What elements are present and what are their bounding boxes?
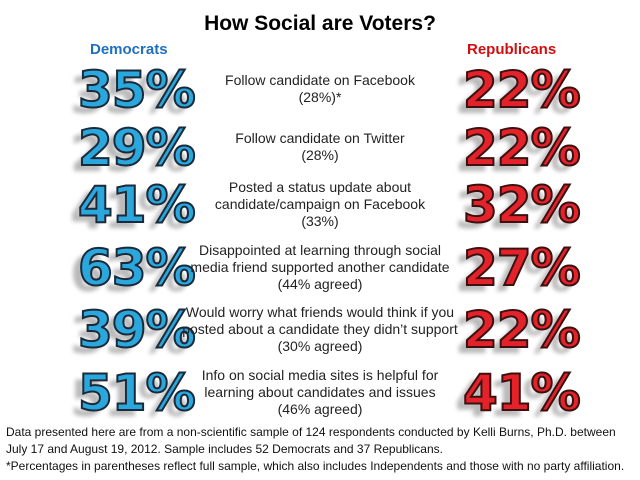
democrat-value: 29% bbox=[77, 119, 197, 177]
republican-value: 41% bbox=[462, 364, 582, 422]
question-line: (30% agreed) bbox=[277, 338, 363, 354]
republican-value: 32% bbox=[462, 176, 582, 234]
question-line: Posted a status update about bbox=[228, 179, 412, 195]
republican-value: 22% bbox=[462, 119, 582, 177]
footnote: Data presented here are from a non-scien… bbox=[6, 424, 636, 475]
question-line: learning about candidates and issues bbox=[204, 384, 436, 400]
democrat-value: 39% bbox=[77, 301, 197, 359]
page-title: How Social are Voters? bbox=[204, 12, 436, 35]
footnote-parentheses: *Percentages in parentheses reflect full… bbox=[6, 459, 625, 473]
question-line: Follow candidate on Twitter bbox=[235, 130, 405, 146]
question-line: media friend supported another candidate bbox=[190, 259, 450, 275]
question-line: (46% agreed) bbox=[277, 401, 363, 417]
question-line: posted about a candidate they didn’t sup… bbox=[182, 321, 458, 337]
stat-row: 29% Follow candidate on Twitter (28%) 22… bbox=[0, 119, 640, 177]
question-text: Follow candidate on Facebook (28%)* bbox=[170, 72, 470, 106]
footnote-sample: Data presented here are from a non-scien… bbox=[6, 425, 616, 456]
question-line: Would worry what friends would think if … bbox=[185, 304, 455, 320]
question-line: Info on social media sites is helpful fo… bbox=[201, 367, 439, 383]
stat-row: 39% Would worry what friends would think… bbox=[0, 301, 640, 359]
democrat-value: 41% bbox=[77, 176, 197, 234]
question-line: Disappointed at learning through social bbox=[198, 242, 442, 258]
stat-row: 63% Disappointed at learning through soc… bbox=[0, 239, 640, 297]
democrats-label: Democrats bbox=[90, 41, 168, 58]
democrat-value: 63% bbox=[77, 239, 197, 297]
democrat-value: 51% bbox=[77, 364, 197, 422]
question-text: Info on social media sites is helpful fo… bbox=[170, 367, 470, 418]
republican-value: 27% bbox=[462, 239, 582, 297]
question-line: (44% agreed) bbox=[277, 276, 363, 292]
question-text: Posted a status update about candidate/c… bbox=[170, 179, 470, 230]
question-line: candidate/campaign on Facebook bbox=[214, 196, 426, 212]
question-text: Would worry what friends would think if … bbox=[170, 304, 470, 355]
republicans-label: Republicans bbox=[467, 41, 557, 58]
republican-value: 22% bbox=[462, 61, 582, 119]
stat-row: 35% Follow candidate on Facebook (28%)* … bbox=[0, 61, 640, 119]
question-line: (28%)* bbox=[298, 89, 342, 105]
democrat-value: 35% bbox=[77, 61, 197, 119]
stat-row: 51% Info on social media sites is helpfu… bbox=[0, 364, 640, 422]
question-line: Follow candidate on Facebook bbox=[225, 72, 415, 88]
republican-value: 22% bbox=[462, 301, 582, 359]
stat-row: 41% Posted a status update about candida… bbox=[0, 176, 640, 234]
question-text: Disappointed at learning through social … bbox=[170, 242, 470, 293]
question-text: Follow candidate on Twitter (28%) bbox=[170, 130, 470, 164]
question-line: (33%) bbox=[301, 213, 339, 229]
question-line: (28%) bbox=[301, 147, 339, 163]
